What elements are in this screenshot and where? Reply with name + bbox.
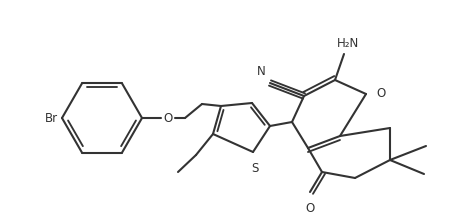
Text: Br: Br xyxy=(45,112,58,125)
Text: S: S xyxy=(251,162,259,175)
Text: N: N xyxy=(257,65,266,78)
Text: O: O xyxy=(376,86,385,99)
Text: O: O xyxy=(305,202,315,215)
Text: O: O xyxy=(164,112,173,125)
Text: H₂N: H₂N xyxy=(337,37,359,50)
